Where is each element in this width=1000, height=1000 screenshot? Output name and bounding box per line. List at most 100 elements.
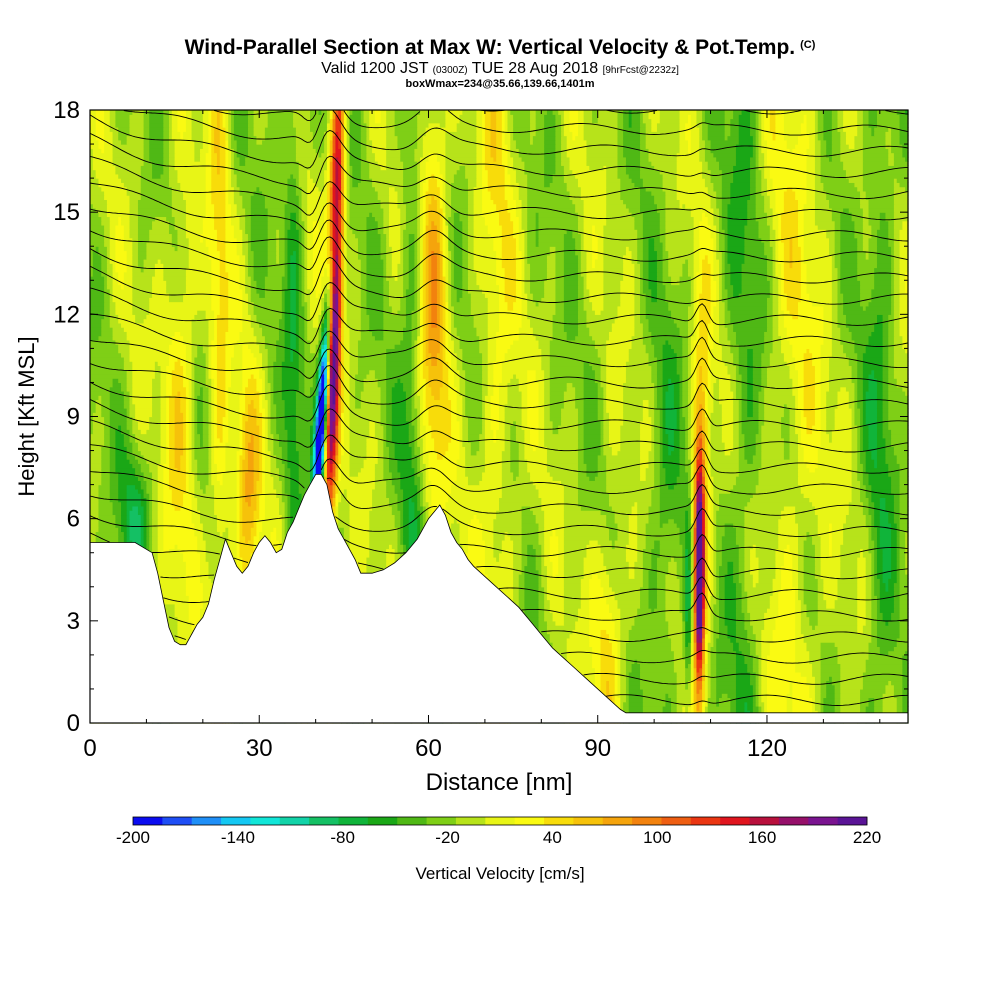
velocity-cell xyxy=(902,663,909,669)
velocity-cell xyxy=(538,591,545,596)
velocity-cell xyxy=(857,561,867,567)
velocity-cell xyxy=(766,680,791,686)
velocity-cell xyxy=(744,654,754,660)
velocity-cell xyxy=(696,633,700,639)
velocity-cell xyxy=(276,531,283,537)
velocity-cell xyxy=(236,548,241,554)
velocity-cell xyxy=(403,539,410,545)
velocity-cell xyxy=(696,599,703,605)
velocity-cell xyxy=(829,539,833,545)
velocity-cell xyxy=(408,505,415,511)
velocity-cell xyxy=(152,539,159,545)
velocity-cell xyxy=(834,705,841,711)
velocity-cell xyxy=(157,497,164,503)
velocity-cell xyxy=(676,522,686,528)
velocity-cell xyxy=(814,676,822,682)
velocity-cell xyxy=(183,493,193,498)
velocity-cell xyxy=(422,505,427,511)
velocity-cell xyxy=(140,501,148,507)
velocity-cell xyxy=(614,676,619,682)
velocity-cell xyxy=(343,531,351,537)
velocity-cell xyxy=(648,574,658,579)
velocity-cell xyxy=(538,527,545,533)
velocity-cell xyxy=(716,539,723,545)
velocity-cell xyxy=(121,518,128,524)
velocity-cell xyxy=(755,642,762,647)
velocity-cell xyxy=(865,599,872,605)
velocity-cell xyxy=(781,514,796,520)
velocity-cell xyxy=(451,522,461,528)
velocity-cell xyxy=(687,510,692,516)
velocity-cell xyxy=(775,616,796,622)
velocity-cell xyxy=(696,629,703,635)
velocity-cell xyxy=(369,514,396,520)
velocity-cell xyxy=(778,595,796,601)
velocity-cell xyxy=(609,582,644,588)
velocity-cell xyxy=(806,603,819,609)
velocity-cell xyxy=(905,556,909,562)
velocity-cell xyxy=(876,642,898,647)
velocity-cell xyxy=(744,616,751,622)
velocity-cell xyxy=(563,616,579,622)
velocity-cell xyxy=(606,599,619,605)
velocity-cell xyxy=(115,514,122,520)
velocity-cell xyxy=(614,625,621,630)
velocity-cell xyxy=(724,574,734,579)
velocity-cell xyxy=(775,569,782,575)
velocity-cell xyxy=(843,527,870,533)
velocity-cell xyxy=(775,620,796,626)
velocity-cell xyxy=(620,633,630,639)
velocity-cell xyxy=(817,591,824,596)
velocity-cell xyxy=(758,705,762,711)
velocity-cell xyxy=(840,671,864,677)
velocity-cell xyxy=(755,633,762,639)
velocity-cell xyxy=(899,599,909,605)
velocity-cell xyxy=(620,701,624,707)
velocity-cell xyxy=(795,642,808,647)
velocity-cell xyxy=(693,612,698,618)
velocity-cell xyxy=(865,603,872,609)
velocity-cell xyxy=(98,488,111,494)
velocity-cell xyxy=(194,522,204,528)
velocity-cell xyxy=(899,535,906,541)
velocity-cell xyxy=(690,582,695,588)
velocity-cell xyxy=(123,535,128,541)
velocity-cell xyxy=(600,650,613,656)
velocity-cell xyxy=(874,578,881,584)
velocity-cell xyxy=(803,556,816,562)
velocity-cell xyxy=(600,642,613,647)
velocity-cell xyxy=(727,561,734,567)
velocity-cell xyxy=(741,650,751,656)
velocity-cell xyxy=(747,501,813,507)
velocity-cell xyxy=(177,625,193,630)
velocity-cell xyxy=(879,646,895,652)
velocity-cell xyxy=(281,539,286,545)
velocity-cell xyxy=(693,629,698,635)
velocity-cell xyxy=(721,693,729,699)
velocity-cell xyxy=(702,680,706,686)
velocity-cell xyxy=(710,497,714,503)
velocity-cell xyxy=(899,556,906,562)
velocity-cell xyxy=(225,527,229,533)
velocity-cell xyxy=(871,625,878,630)
velocity-cell xyxy=(899,608,909,613)
velocity-cell xyxy=(882,552,892,558)
velocity-cell xyxy=(420,497,424,503)
velocity-cell xyxy=(713,488,731,494)
velocity-cell xyxy=(744,561,751,567)
velocity-cell xyxy=(707,552,712,558)
velocity-cell xyxy=(871,574,875,579)
velocity-cell xyxy=(735,539,745,545)
velocity-cell xyxy=(702,539,706,545)
velocity-cell xyxy=(157,616,179,622)
velocity-cell xyxy=(860,701,870,707)
velocity-cell xyxy=(879,522,892,528)
velocity-cell xyxy=(704,637,709,643)
velocity-cell xyxy=(744,569,751,575)
velocity-cell xyxy=(735,654,745,660)
velocity-cell xyxy=(555,620,565,626)
velocity-cell xyxy=(343,539,351,545)
velocity-cell xyxy=(761,697,768,703)
velocity-cell xyxy=(177,620,193,626)
velocity-cell xyxy=(747,663,754,669)
